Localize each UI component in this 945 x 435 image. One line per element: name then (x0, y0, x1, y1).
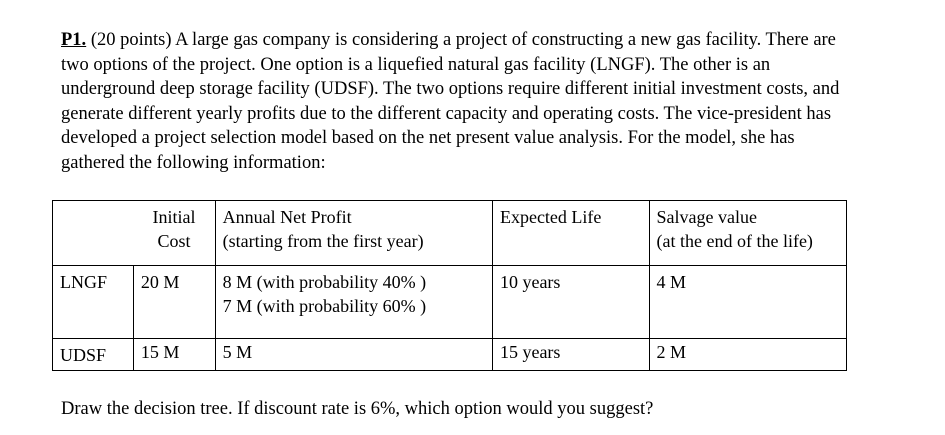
header-blank-cell (52, 200, 134, 266)
table-header-row: Initial Cost Annual Net Profit (starting… (52, 200, 847, 266)
annual-net-profit-value: 8 M (with probability 40% ) 7 M (with pr… (214, 265, 493, 339)
table-row: LNGF 20 M 8 M (with probability 40% ) 7 … (52, 265, 847, 339)
header-initial-cost: Initial Cost (133, 200, 216, 266)
header-annual-net-profit: Annual Net Profit (starting from the fir… (214, 200, 493, 266)
initial-cost-value: 20 M (132, 265, 216, 339)
question-text: Draw the decision tree. If discount rate… (61, 399, 654, 419)
header-salvage-value: Salvage value (at the end of the life) (648, 200, 847, 266)
problem-text: (20 points) A large gas company is consi… (61, 30, 840, 173)
option-name: UDSF (52, 338, 134, 371)
initial-cost-value: 15 M (132, 338, 216, 371)
expected-life-value: 10 years (491, 265, 650, 339)
table-row: UDSF 15 M 5 M 15 years 2 M (52, 338, 847, 371)
salvage-value-value: 2 M (648, 338, 847, 371)
salvage-value-value: 4 M (648, 265, 847, 339)
expected-life-value: 15 years (491, 338, 650, 371)
annual-net-profit-value: 5 M (214, 338, 493, 371)
header-expected-life: Expected Life (491, 200, 650, 266)
problem-statement: P1. (20 points) A large gas company is c… (61, 28, 851, 176)
option-name: LNGF (52, 265, 134, 339)
project-info-table: Initial Cost Annual Net Profit (starting… (52, 200, 847, 371)
problem-label: P1. (61, 30, 87, 50)
